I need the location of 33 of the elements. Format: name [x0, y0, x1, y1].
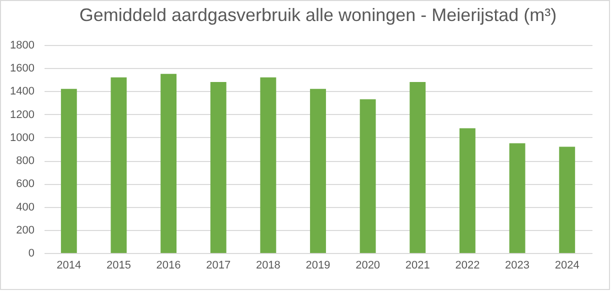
bar [459, 128, 476, 253]
x-tick-label: 2019 [306, 260, 330, 272]
y-tick-label: 1400 [10, 86, 34, 98]
x-tick-label: 2022 [455, 260, 480, 272]
y-tick-label: 1000 [10, 132, 34, 144]
x-tick-label: 2016 [156, 260, 181, 272]
x-tick-label: 2021 [405, 260, 430, 272]
bar [559, 146, 576, 253]
y-tick-label: 0 [28, 248, 34, 260]
y-tick-label: 600 [16, 178, 34, 190]
y-tick-label: 200 [16, 224, 34, 236]
x-tick-label: 2024 [554, 260, 580, 272]
chart-title: Gemiddeld aardgasverbruik alle woningen - Meierijstad (m³) [79, 5, 557, 25]
x-tick-label: 2017 [206, 260, 231, 272]
bar [310, 88, 326, 253]
bar [509, 143, 526, 253]
bar [60, 88, 77, 253]
y-tick-label: 1200 [10, 108, 34, 121]
x-tick-label: 2014 [56, 260, 82, 272]
bar [110, 77, 127, 253]
y-tick-label: 1600 [10, 62, 34, 75]
bar [160, 74, 177, 253]
x-tick-label: 2015 [106, 260, 131, 272]
y-tick-label: 1800 [10, 40, 34, 52]
bar [410, 82, 426, 253]
x-tick-label: 2023 [505, 260, 530, 272]
x-tick-label: 2018 [256, 260, 280, 272]
y-tick-label: 800 [16, 155, 34, 168]
bar [210, 82, 226, 253]
x-tick-label: 2020 [356, 260, 380, 272]
bar [260, 77, 276, 253]
bar [360, 99, 376, 253]
y-tick-label: 400 [16, 201, 34, 214]
